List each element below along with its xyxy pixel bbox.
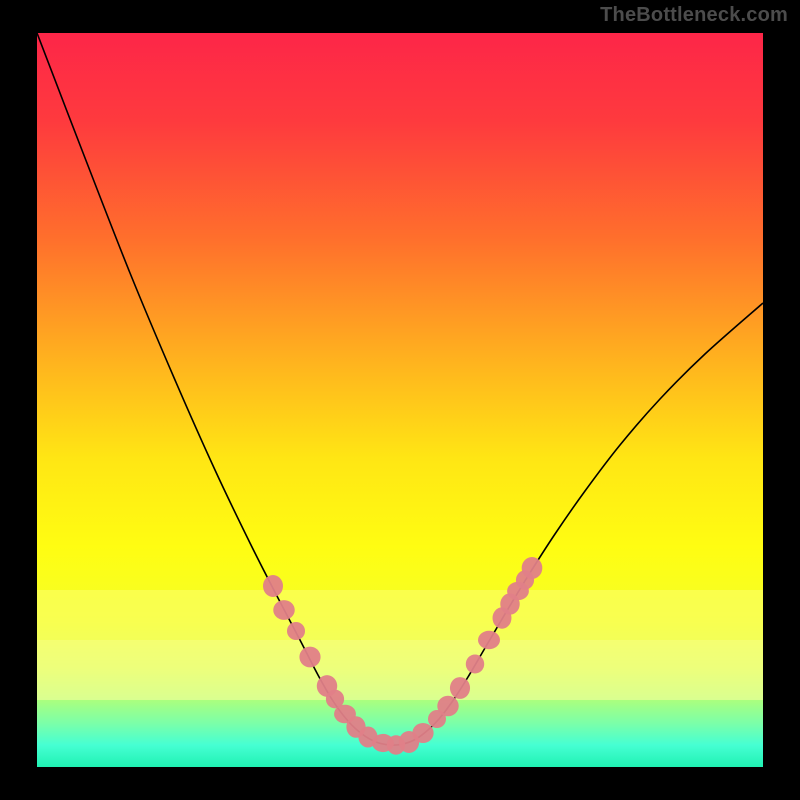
curve-marker <box>412 723 433 743</box>
curve-marker <box>522 557 543 579</box>
curve-marker <box>478 631 500 649</box>
curve-marker <box>273 600 295 620</box>
curve-marker <box>299 647 320 668</box>
curve-marker <box>287 622 305 640</box>
curve-marker <box>263 575 283 597</box>
watermark-text: TheBottleneck.com <box>600 4 788 27</box>
curve-marker <box>450 677 470 699</box>
chart-stage: TheBottleneck.com <box>0 0 800 800</box>
curve-marker <box>437 696 458 716</box>
highlight-band-1 <box>37 590 763 640</box>
curve-marker <box>466 654 484 673</box>
highlight-band-2 <box>37 640 763 700</box>
bottleneck-chart <box>0 0 800 800</box>
